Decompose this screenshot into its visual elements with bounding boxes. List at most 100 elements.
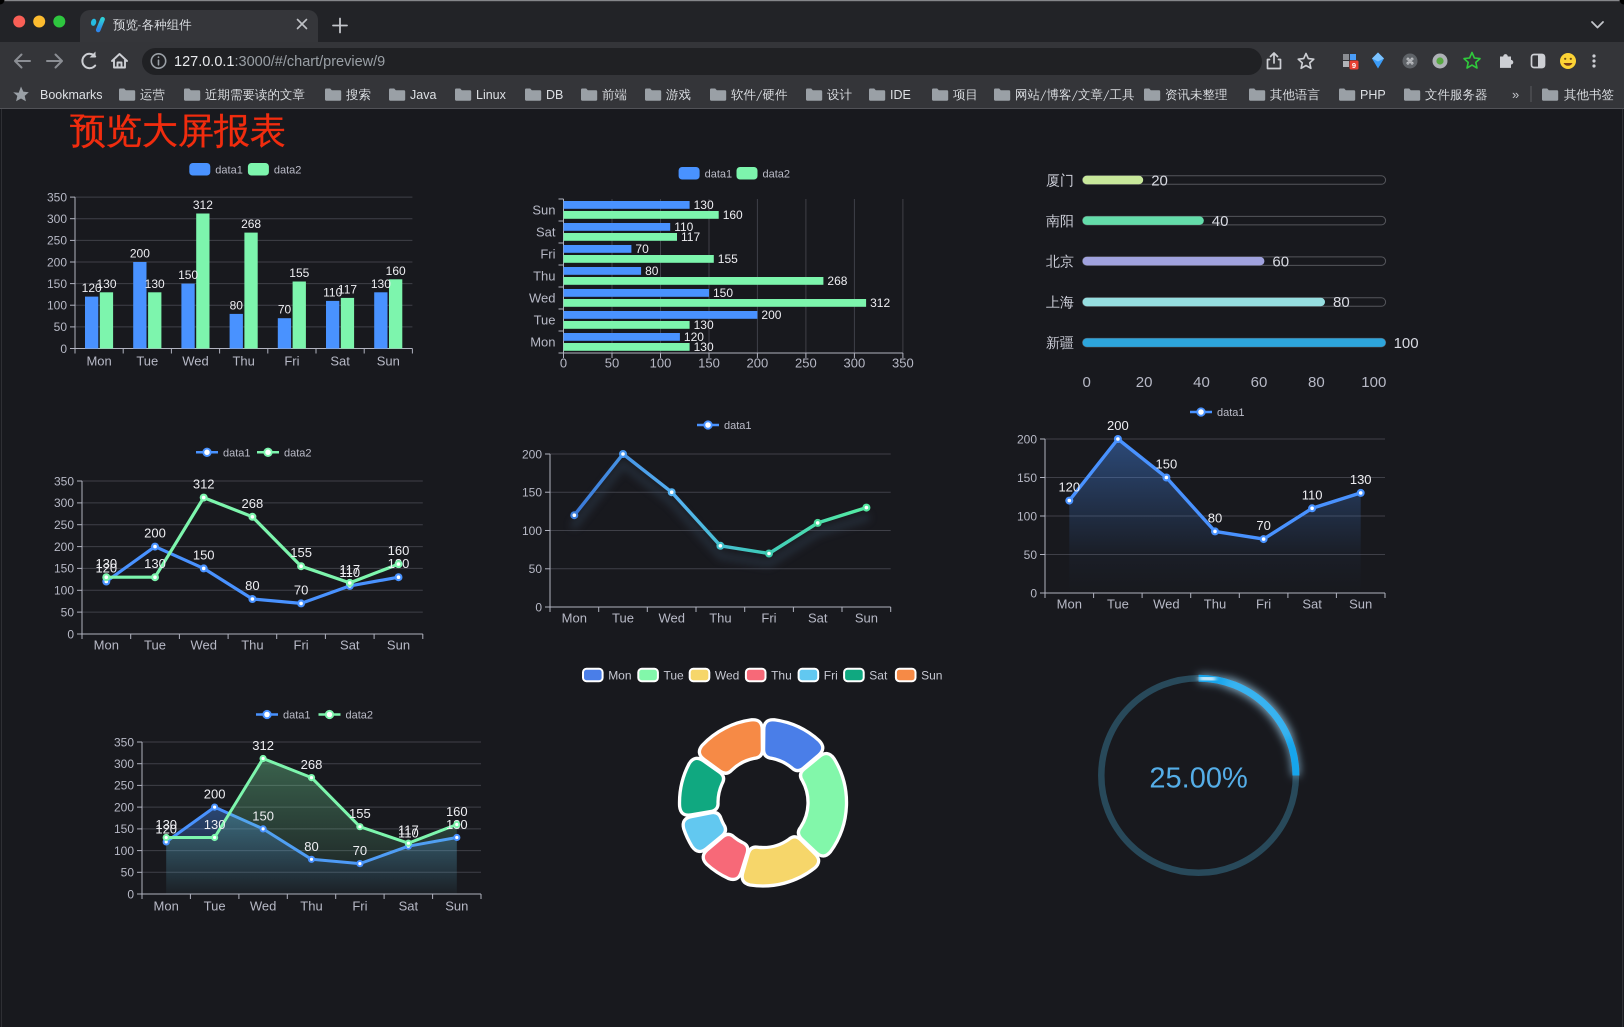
svg-text:250: 250 xyxy=(54,518,74,532)
svg-text:150: 150 xyxy=(713,286,733,300)
svg-text:250: 250 xyxy=(795,356,817,371)
svg-text:250: 250 xyxy=(114,779,134,793)
svg-text:0: 0 xyxy=(60,342,67,356)
svg-text:150: 150 xyxy=(54,562,74,576)
svg-text:Fri: Fri xyxy=(284,353,299,368)
svg-text:0: 0 xyxy=(535,600,542,614)
svg-text:130: 130 xyxy=(155,817,177,832)
svg-text:Wed: Wed xyxy=(529,291,556,306)
svg-text:155: 155 xyxy=(290,545,312,560)
svg-text:150: 150 xyxy=(193,547,215,562)
svg-text:Wed: Wed xyxy=(190,638,217,653)
svg-text:IDE: IDE xyxy=(890,88,911,102)
svg-text:data2: data2 xyxy=(346,710,374,722)
svg-text:130: 130 xyxy=(95,556,117,571)
svg-text:⌘: ⌘ xyxy=(1406,57,1415,67)
svg-text:110: 110 xyxy=(674,220,693,234)
svg-text:Fri: Fri xyxy=(761,611,776,626)
svg-text:Sun: Sun xyxy=(377,353,400,368)
svg-text:300: 300 xyxy=(844,356,866,371)
svg-text:268: 268 xyxy=(301,757,323,772)
svg-text:Mon: Mon xyxy=(530,335,555,350)
svg-text:70: 70 xyxy=(1256,518,1270,533)
svg-text:Sun: Sun xyxy=(532,203,555,218)
svg-text:200: 200 xyxy=(747,356,769,371)
svg-text:268: 268 xyxy=(241,217,261,231)
svg-text:Sun: Sun xyxy=(387,638,410,653)
svg-text:Thu: Thu xyxy=(533,269,555,284)
svg-text:250: 250 xyxy=(47,234,67,248)
svg-text:DB: DB xyxy=(546,88,563,102)
svg-text:117: 117 xyxy=(681,230,700,244)
svg-text:60: 60 xyxy=(1251,374,1268,391)
svg-text:50: 50 xyxy=(529,562,543,576)
svg-text:0: 0 xyxy=(67,627,74,641)
svg-text:Bookmarks: Bookmarks xyxy=(40,88,103,102)
svg-text:160: 160 xyxy=(386,264,406,278)
svg-text:Mon: Mon xyxy=(1057,597,1082,612)
svg-text:350: 350 xyxy=(47,190,67,204)
svg-text:200: 200 xyxy=(130,247,150,261)
svg-text:Linux: Linux xyxy=(476,88,507,102)
svg-text:Sat: Sat xyxy=(869,668,888,682)
svg-text:Fri: Fri xyxy=(352,899,367,914)
svg-text:50: 50 xyxy=(54,320,68,334)
svg-text:Wed: Wed xyxy=(250,899,277,914)
svg-text:120: 120 xyxy=(1058,480,1080,495)
svg-text:130: 130 xyxy=(1350,472,1372,487)
svg-text:Tue: Tue xyxy=(144,638,166,653)
svg-text:Sat: Sat xyxy=(808,611,828,626)
svg-text:80: 80 xyxy=(230,298,244,312)
svg-text:data1: data1 xyxy=(705,168,733,180)
svg-text:Thu: Thu xyxy=(232,353,254,368)
svg-text:155: 155 xyxy=(349,806,371,821)
svg-text:150: 150 xyxy=(114,822,134,836)
svg-text:110: 110 xyxy=(1302,487,1323,502)
svg-text:Wed: Wed xyxy=(715,668,739,682)
svg-text:312: 312 xyxy=(193,477,215,492)
svg-text:200: 200 xyxy=(144,526,166,541)
svg-text:160: 160 xyxy=(723,208,743,222)
svg-text:PHP: PHP xyxy=(1360,88,1386,102)
svg-text:Fri: Fri xyxy=(1256,597,1271,612)
svg-text:Tue: Tue xyxy=(136,353,158,368)
svg-text:268: 268 xyxy=(827,274,847,288)
svg-text:150: 150 xyxy=(178,268,198,282)
svg-text:60: 60 xyxy=(1272,253,1289,270)
svg-text:9: 9 xyxy=(1352,61,1356,70)
svg-text:130: 130 xyxy=(694,198,714,212)
svg-text:data2: data2 xyxy=(284,447,312,459)
svg-text:80: 80 xyxy=(245,578,259,593)
svg-text:120: 120 xyxy=(684,330,704,344)
svg-text:Thu: Thu xyxy=(241,638,263,653)
svg-text:50: 50 xyxy=(605,356,619,371)
svg-text:80: 80 xyxy=(1333,294,1350,311)
svg-text:117: 117 xyxy=(338,282,357,296)
svg-text:127.0.0.1:3000/#/chart/preview: 127.0.0.1:3000/#/chart/preview/9 xyxy=(174,54,385,70)
svg-text:Wed: Wed xyxy=(658,611,685,626)
svg-text:Tue: Tue xyxy=(534,313,556,328)
svg-text:40: 40 xyxy=(1212,213,1229,230)
svg-text:Mon: Mon xyxy=(562,611,587,626)
svg-text:130: 130 xyxy=(144,556,166,571)
svg-text:40: 40 xyxy=(1193,374,1210,391)
svg-text:50: 50 xyxy=(1024,548,1038,562)
svg-text:200: 200 xyxy=(114,800,134,814)
svg-text:Mon: Mon xyxy=(86,353,111,368)
svg-text:Sat: Sat xyxy=(536,225,556,240)
svg-text:100: 100 xyxy=(54,584,74,598)
svg-text:Fri: Fri xyxy=(540,247,555,262)
svg-text:268: 268 xyxy=(242,496,264,511)
svg-text:Sun: Sun xyxy=(855,611,878,626)
svg-text:0: 0 xyxy=(1083,374,1091,391)
svg-text:80: 80 xyxy=(645,264,659,278)
svg-text:Wed: Wed xyxy=(1153,597,1180,612)
svg-text:Sun: Sun xyxy=(921,668,942,682)
svg-text:Fri: Fri xyxy=(824,668,838,682)
svg-text:155: 155 xyxy=(718,252,738,266)
svg-text:100: 100 xyxy=(1361,374,1386,391)
svg-text:Fri: Fri xyxy=(294,638,309,653)
svg-text:200: 200 xyxy=(1107,418,1129,433)
svg-text:Thu: Thu xyxy=(300,899,322,914)
svg-text:Tue: Tue xyxy=(204,899,226,914)
